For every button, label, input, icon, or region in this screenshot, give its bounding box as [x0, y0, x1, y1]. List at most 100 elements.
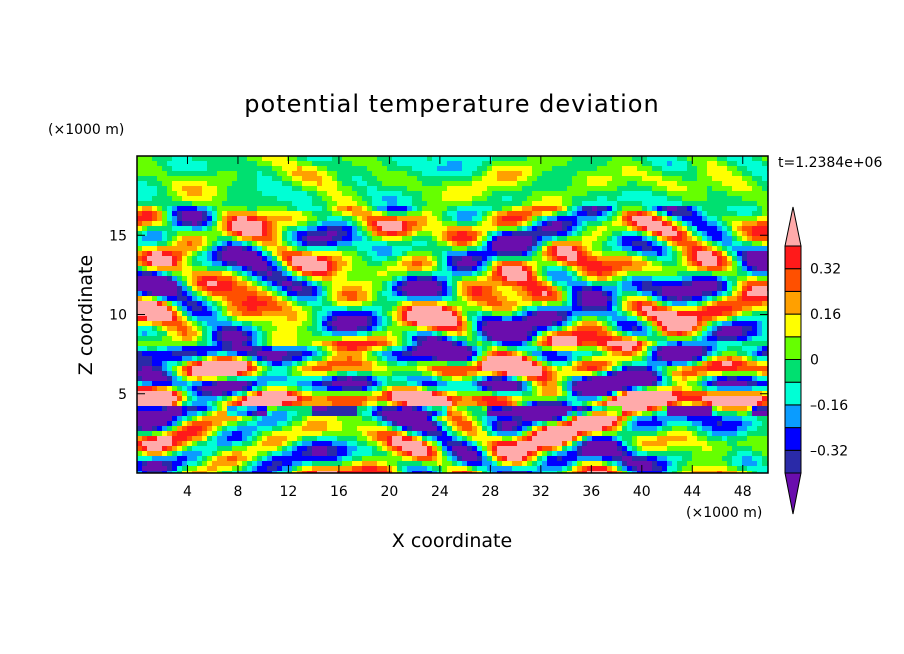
field-cell — [157, 201, 163, 207]
field-cell — [267, 271, 273, 277]
field-cell — [527, 251, 533, 257]
field-cell — [502, 256, 508, 262]
field-cell — [607, 306, 613, 312]
field-cell — [457, 306, 463, 312]
field-cell — [212, 316, 218, 322]
field-cell — [202, 281, 208, 287]
field-cell — [712, 181, 718, 187]
field-cell — [232, 251, 238, 257]
field-cell — [692, 181, 698, 187]
field-cell — [517, 236, 523, 242]
field-cell — [567, 206, 573, 212]
field-cell — [527, 316, 533, 322]
field-cell — [672, 256, 678, 262]
field-cell — [262, 256, 268, 262]
field-cell — [667, 201, 673, 207]
field-cell — [262, 351, 268, 357]
field-cell — [607, 346, 613, 352]
field-cell — [697, 236, 703, 242]
field-cell — [157, 271, 163, 277]
field-cell — [427, 186, 433, 192]
field-cell — [747, 281, 753, 287]
field-cell — [572, 306, 578, 312]
field-cell — [447, 261, 453, 267]
field-cell — [742, 331, 748, 337]
field-cell — [492, 341, 498, 347]
field-cell — [297, 156, 303, 162]
field-cell — [732, 291, 738, 297]
field-cell — [272, 181, 278, 187]
field-cell — [622, 281, 628, 287]
field-cell — [472, 306, 478, 312]
field-cell — [467, 191, 473, 197]
field-cell — [217, 346, 223, 352]
field-cell — [517, 211, 523, 217]
field-cell — [487, 206, 493, 212]
field-cell — [612, 211, 618, 217]
field-cell — [167, 206, 173, 212]
field-cell — [142, 216, 148, 222]
field-cell — [577, 286, 583, 292]
field-cell — [227, 201, 233, 207]
field-cell — [407, 236, 413, 242]
field-cell — [382, 276, 388, 282]
field-cell — [452, 341, 458, 347]
field-cell — [587, 231, 593, 237]
field-cell — [432, 171, 438, 177]
field-cell — [422, 311, 428, 317]
field-cell — [602, 176, 608, 182]
field-cell — [657, 241, 663, 247]
field-cell — [322, 231, 328, 237]
field-cell — [222, 191, 228, 197]
field-cell — [387, 316, 393, 322]
field-cell — [402, 236, 408, 242]
field-cell — [752, 161, 758, 167]
field-cell — [492, 276, 498, 282]
field-cell — [282, 156, 288, 162]
field-cell — [752, 251, 758, 257]
field-cell — [382, 306, 388, 312]
field-cell — [632, 191, 638, 197]
field-cell — [597, 196, 603, 202]
field-cell — [397, 266, 403, 272]
field-cell — [457, 276, 463, 282]
field-cell — [727, 236, 733, 242]
field-cell — [347, 326, 353, 332]
field-cell — [202, 351, 208, 357]
field-cell — [177, 196, 183, 202]
field-cell — [707, 321, 713, 327]
field-cell — [322, 261, 328, 267]
field-cell — [342, 171, 348, 177]
field-cell — [437, 196, 443, 202]
field-cell — [677, 346, 683, 352]
field-cell — [687, 261, 693, 267]
field-cell — [712, 186, 718, 192]
field-cell — [487, 281, 493, 287]
field-cell — [257, 221, 263, 227]
field-cell — [642, 161, 648, 167]
field-cell — [472, 186, 478, 192]
field-cell — [557, 186, 563, 192]
field-cell — [727, 246, 733, 252]
field-cell — [182, 161, 188, 167]
field-cell — [232, 156, 238, 162]
field-cell — [672, 281, 678, 287]
field-cell — [427, 201, 433, 207]
field-cell — [332, 201, 338, 207]
field-cell — [312, 186, 318, 192]
field-cell — [607, 266, 613, 272]
field-cell — [222, 351, 228, 357]
field-cell — [227, 156, 233, 162]
field-cell — [282, 216, 288, 222]
field-cell — [352, 206, 358, 212]
field-cell — [707, 176, 713, 182]
field-cell — [732, 326, 738, 332]
field-cell — [222, 196, 228, 202]
field-cell — [527, 271, 533, 277]
field-cell — [657, 246, 663, 252]
field-cell — [537, 341, 543, 347]
field-cell — [247, 276, 253, 282]
field-cell — [272, 351, 278, 357]
field-cell — [547, 181, 553, 187]
field-cell — [237, 261, 243, 267]
